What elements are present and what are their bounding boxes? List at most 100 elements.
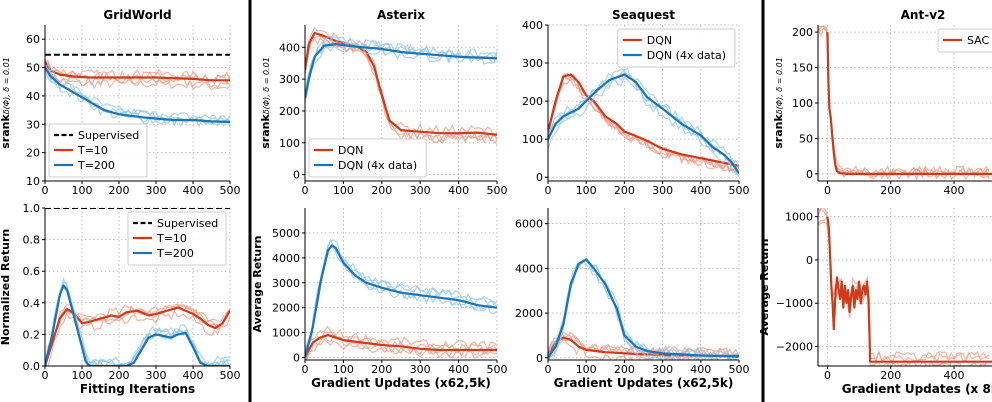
chart-title: Asterix (377, 8, 425, 22)
seed-run (548, 67, 739, 168)
series-line-t-200 (45, 66, 230, 124)
legend-label: DQN (4x data) (338, 159, 417, 172)
y-tick-label: −1000 (776, 297, 813, 310)
plot-area (305, 238, 497, 360)
seed-run (818, 208, 990, 363)
seed-run (45, 64, 230, 91)
y-tick-label: 400 (279, 41, 300, 54)
y-tick-label: 100 (522, 133, 543, 146)
seed-run (548, 258, 739, 358)
seed-run (305, 44, 497, 104)
y-tick-label: 50 (799, 132, 813, 145)
legend-label: T=10 (156, 232, 187, 245)
legend-label: DQN (4x data) (647, 49, 726, 62)
series-line-dqn-4x-data- (305, 42, 497, 99)
plot-area (818, 25, 992, 181)
x-tick-label: 100 (333, 363, 354, 376)
x-tick-label: 100 (72, 369, 93, 382)
y-tick-label: 400 (522, 19, 543, 32)
y-tick-label: 0.0 (23, 360, 41, 373)
y-axis-label: srankδ(Φ), δ = 0.01 (772, 57, 785, 149)
x-tick-label: 0 (545, 184, 552, 197)
x-tick-label: 0 (42, 184, 49, 197)
x-axis-label: Gradient Updates (x 8k) (842, 382, 992, 396)
chart-gw_top: 0 100 200 300 400 500 10 20 30 40 50 60 GridWorld sra… (0, 8, 241, 197)
x-tick-label: 200 (880, 184, 901, 197)
y-tick-label: 0.6 (23, 265, 41, 278)
x-tick-label: 100 (72, 184, 93, 197)
y-tick-label: 0 (536, 171, 543, 184)
y-tick-label: 100 (792, 97, 813, 110)
x-tick-label: 300 (146, 369, 167, 382)
y-tick-label: 0.2 (23, 328, 41, 341)
x-tick-label: 200 (880, 369, 901, 382)
y-axis-label: srankδ(Φ), δ = 0.01 (259, 57, 272, 149)
y-tick-label: 0 (293, 352, 300, 365)
legend-label: T=200 (156, 247, 194, 260)
plot-area (45, 208, 230, 366)
x-tick-label: 400 (690, 184, 711, 197)
x-tick-label: 400 (183, 184, 204, 197)
x-tick-label: 200 (614, 363, 635, 376)
legend: DQN DQN (4x data) (308, 138, 427, 178)
y-tick-label: 50 (26, 62, 40, 75)
y-tick-label: 150 (792, 62, 813, 75)
y-tick-label: 0.8 (23, 234, 41, 247)
y-tick-label: 1.0 (23, 202, 41, 215)
x-axis-label: Fitting Iterations (80, 382, 195, 396)
x-tick-label: 300 (652, 184, 673, 197)
y-tick-label: 1000 (785, 211, 813, 224)
y-tick-label: 1000 (272, 327, 300, 340)
series-line-dqn (548, 73, 739, 167)
series-line-sac (826, 32, 992, 175)
x-tick-label: 400 (690, 363, 711, 376)
x-tick-label: 500 (487, 363, 508, 376)
series-line-dqn-4x-data- (305, 244, 497, 358)
y-tick-label: 0 (293, 169, 300, 182)
y-axis-label: Average Return (251, 235, 264, 332)
x-tick-label: 400 (944, 184, 965, 197)
y-tick-label: 6000 (515, 218, 543, 231)
x-tick-label: 400 (448, 363, 469, 376)
x-tick-label: 300 (410, 184, 431, 197)
x-tick-label: 400 (944, 369, 965, 382)
x-tick-label: 400 (183, 369, 204, 382)
x-tick-label: 500 (220, 369, 241, 382)
y-tick-label: 200 (279, 105, 300, 118)
y-tick-label: 60 (26, 33, 40, 46)
plot-area (548, 67, 739, 178)
x-tick-label: 100 (333, 184, 354, 197)
seed-run (305, 325, 497, 353)
legend-label: SAC (967, 34, 990, 47)
y-axis-label: srankδ(Φ), δ = 0.01 (0, 57, 12, 149)
y-tick-label: 2000 (515, 307, 543, 320)
legend: SAC (937, 28, 992, 53)
series-line-sac (826, 216, 992, 363)
legend: Supervised T=10 T=200 (127, 211, 227, 266)
x-axis-label: Gradient Updates (x62,5k) (554, 376, 734, 390)
y-tick-label: 0.4 (23, 297, 41, 310)
y-tick-label: 4000 (515, 262, 543, 275)
x-tick-label: 300 (146, 184, 167, 197)
legend-label: Supervised (157, 217, 218, 230)
chart-title: Ant-v2 (901, 8, 946, 22)
x-tick-label: 200 (109, 184, 130, 197)
x-tick-label: 500 (220, 184, 241, 197)
y-tick-label: 30 (26, 118, 40, 131)
y-tick-label: 4000 (272, 252, 300, 265)
x-tick-label: 100 (576, 363, 597, 376)
seed-run (305, 40, 497, 95)
x-tick-label: 500 (729, 184, 750, 197)
y-axis-label: Normalized Return (0, 229, 12, 345)
series-line-dqn (305, 334, 497, 359)
x-axis-label: Gradient Updates (x62,5k) (311, 376, 491, 390)
x-tick-label: 200 (371, 184, 392, 197)
seed-run (305, 26, 497, 138)
legend: DQN DQN (4x data) (617, 28, 736, 68)
chart-sea_top: 0 100 200 300 400 500 0 100 200 300 400 Seaquest DQN… (522, 8, 750, 197)
x-tick-label: 200 (109, 369, 130, 382)
y-tick-label: 200 (792, 26, 813, 39)
chart-title: GridWorld (103, 8, 171, 22)
chart-ant_top: 0 200 400 0 50 100 150 200 Ant-v2 srankδ(Φ), δ = … (772, 8, 992, 197)
